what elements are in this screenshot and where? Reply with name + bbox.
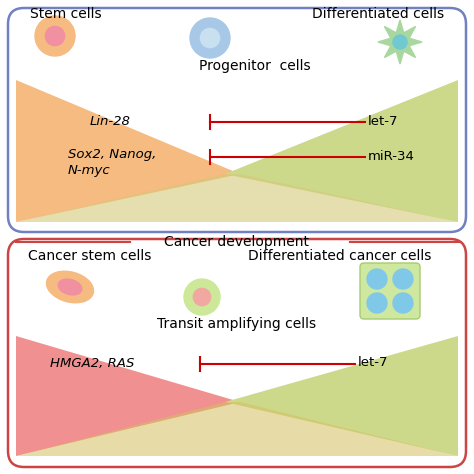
Circle shape [193,288,210,306]
Text: Progenitor  cells: Progenitor cells [199,59,311,73]
Text: Stem cells: Stem cells [30,7,101,21]
Text: Sox2, Nanog,
N-myc: Sox2, Nanog, N-myc [68,147,156,176]
Circle shape [190,18,230,58]
Text: miR-34: miR-34 [368,149,415,163]
Text: Cancer development: Cancer development [164,235,310,249]
Circle shape [393,293,413,313]
Ellipse shape [58,279,82,295]
Polygon shape [16,174,458,222]
Text: HMGA2, RAS: HMGA2, RAS [50,356,134,370]
Text: Transit amplifying cells: Transit amplifying cells [157,317,317,331]
Polygon shape [378,20,422,64]
Circle shape [393,35,407,49]
Text: Differentiated cancer cells: Differentiated cancer cells [248,249,431,263]
Circle shape [393,269,413,289]
Circle shape [35,16,75,56]
Text: Lin-28: Lin-28 [90,115,131,128]
Text: let-7: let-7 [368,115,399,128]
Polygon shape [225,80,458,222]
Text: Differentiated cells: Differentiated cells [312,7,444,21]
Text: let-7: let-7 [358,356,389,370]
Text: Cancer stem cells: Cancer stem cells [28,249,151,263]
Circle shape [184,279,220,315]
FancyBboxPatch shape [360,263,420,319]
Circle shape [367,269,387,289]
Ellipse shape [46,271,93,303]
Circle shape [201,28,219,47]
Circle shape [367,293,387,313]
Polygon shape [16,336,240,456]
Circle shape [46,27,64,46]
Polygon shape [225,336,458,456]
Polygon shape [16,80,240,222]
Polygon shape [16,402,458,456]
